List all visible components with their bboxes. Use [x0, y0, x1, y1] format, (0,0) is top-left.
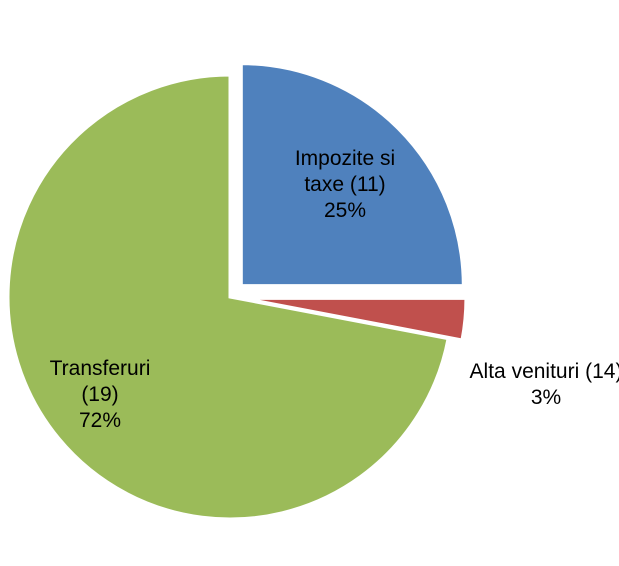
pie-slice: [6, 73, 450, 521]
slice-label: Alta venituri (14) 3%: [466, 359, 619, 411]
value-label: 72%: [78, 409, 122, 432]
pie-slice: [243, 296, 468, 342]
pie-slice: [239, 62, 465, 288]
category-label: Transferuri (19): [49, 357, 151, 406]
slice-label: Impozite si taxe (11) 25%: [280, 146, 410, 224]
category-label: Alta venituri (14): [469, 360, 619, 383]
category-label: Impozite si taxe (11): [294, 147, 396, 196]
value-label: 25%: [323, 199, 367, 222]
slice-label: Transferuri (19) 72%: [35, 356, 165, 434]
value-label: 3%: [530, 386, 562, 409]
